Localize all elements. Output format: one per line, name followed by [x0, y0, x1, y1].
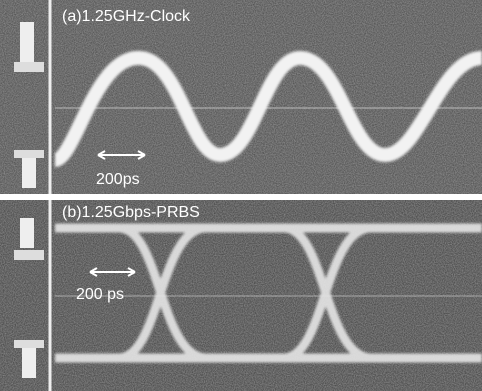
panel-grain	[0, 0, 482, 194]
scale-label: 200 ps	[76, 286, 124, 303]
marker	[14, 62, 44, 72]
marker	[14, 250, 44, 260]
marker	[22, 158, 36, 188]
marker	[20, 22, 34, 62]
marker	[20, 218, 34, 248]
marker	[14, 150, 44, 158]
panel-label: (a)1.25GHz-Clock	[62, 8, 191, 25]
panel-b: (b)1.25Gbps-PRBS 200 ps	[0, 200, 482, 391]
scale-label: 200ps	[96, 171, 140, 188]
marker	[14, 340, 44, 348]
panel-label: (b)1.25Gbps-PRBS	[62, 204, 200, 221]
marker	[22, 348, 36, 378]
panel-a: (a)1.25GHz-Clock 200ps	[0, 0, 482, 194]
figure: (a)1.25GHz-Clock 200ps (b)1.25Gbps-PRBS …	[0, 0, 482, 391]
